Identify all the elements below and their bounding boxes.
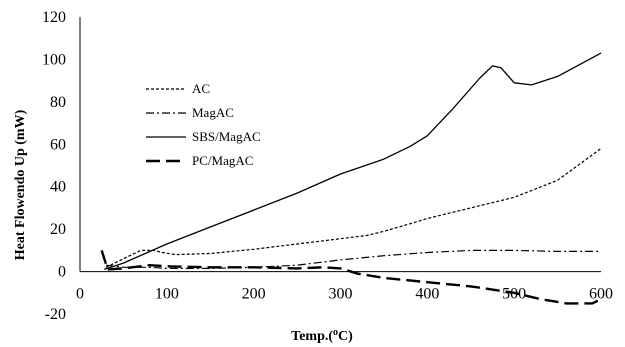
x-tick-label: 600 xyxy=(589,286,613,303)
y-tick-labels: -20 0 20 40 60 80 100 120 xyxy=(42,9,66,323)
x-axis-title: Temp.(oC) xyxy=(291,327,353,344)
x-tick-label: 300 xyxy=(329,286,353,303)
x-tick-labels: 0 100 200 300 400 500 600 xyxy=(76,286,613,303)
x-tick-label: 500 xyxy=(502,286,526,303)
legend-label-pc-magac: PC/MagAC xyxy=(192,153,253,168)
legend-label-ac: AC xyxy=(192,81,210,96)
legend-label-magac: MagAC xyxy=(192,105,234,120)
x-tick-label: 100 xyxy=(155,286,179,303)
y-tick-label: 40 xyxy=(50,179,66,196)
x-tick-label: 200 xyxy=(242,286,266,303)
y-tick-label: 60 xyxy=(50,136,66,153)
y-axis-title: Heat Flowendo Up (mW) xyxy=(13,109,28,260)
series-line-ac xyxy=(105,148,602,268)
y-tick-label: 120 xyxy=(42,9,66,26)
y-tick-label: 0 xyxy=(58,264,66,281)
x-tick-label: 0 xyxy=(76,286,84,303)
y-tick-label: 20 xyxy=(50,221,66,238)
y-tick-label: 100 xyxy=(42,51,66,68)
y-tick-label: -20 xyxy=(45,306,66,323)
y-tick-label: 80 xyxy=(50,94,66,111)
series-line-pc-magac xyxy=(100,250,602,305)
series-line-magac xyxy=(105,249,601,269)
series-line-sbs-magac xyxy=(104,52,602,271)
legend: AC MagAC SBS/MagAC PC/MagAC xyxy=(146,81,261,168)
legend-label-sbs-magac: SBS/MagAC xyxy=(192,129,261,144)
series-lines xyxy=(100,52,602,305)
x-tick-label: 400 xyxy=(415,286,439,303)
